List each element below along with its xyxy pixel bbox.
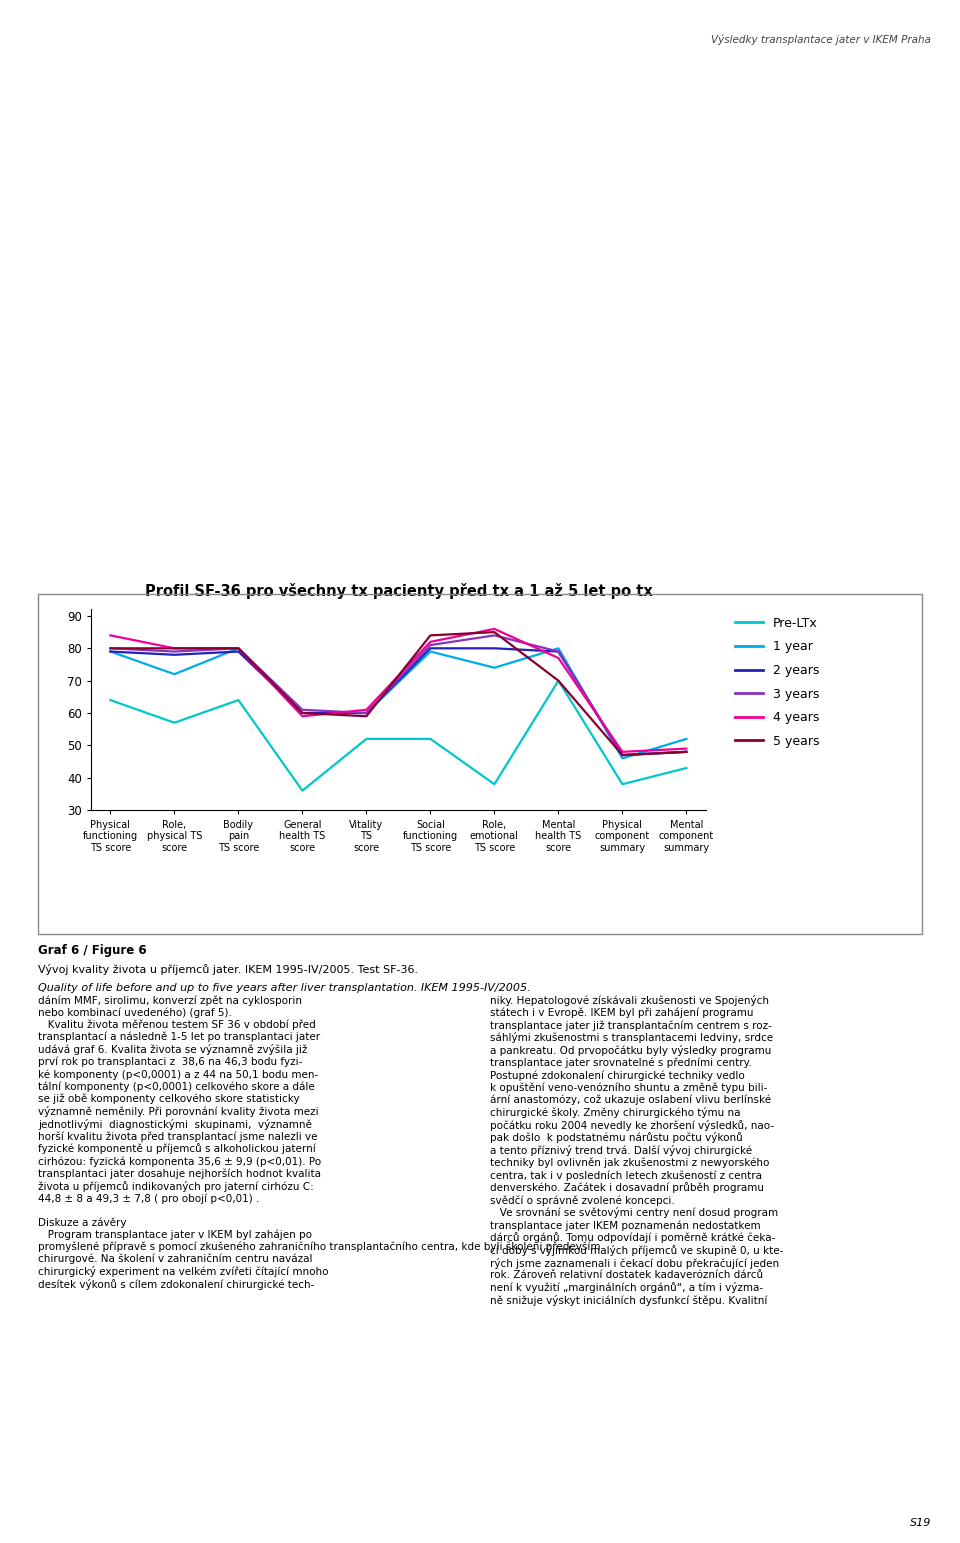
Text: Vývoj kvality života u příjemců jater. IKEM 1995-IV/2005. Test SF-36.: Vývoj kvality života u příjemců jater. I… (38, 964, 419, 975)
Text: niky. Hepatologové získávali zkušenosti ve Spojených
státech i v Evropě. IKEM by: niky. Hepatologové získávali zkušenosti … (490, 995, 783, 1305)
Legend: Pre-LTx, 1 year, 2 years, 3 years, 4 years, 5 years: Pre-LTx, 1 year, 2 years, 3 years, 4 yea… (731, 611, 825, 753)
Text: Quality of life before and up to five years after liver transplantation. IKEM 19: Quality of life before and up to five ye… (38, 983, 531, 992)
Text: Výsledky transplantace jater v IKEM Praha: Výsledky transplantace jater v IKEM Prah… (711, 34, 931, 45)
Text: dáním MMF, sirolimu, konverzí zpět na cyklosporin
nebo kombinací uvedeného) (gra: dáním MMF, sirolimu, konverzí zpět na cy… (38, 995, 601, 1290)
Title: Profil SF-36 pro všechny tx pacienty před tx a 1 až 5 let po tx: Profil SF-36 pro všechny tx pacienty pře… (145, 583, 652, 599)
Text: Graf 6 / Figure 6: Graf 6 / Figure 6 (38, 944, 147, 957)
Text: S19: S19 (910, 1518, 931, 1528)
